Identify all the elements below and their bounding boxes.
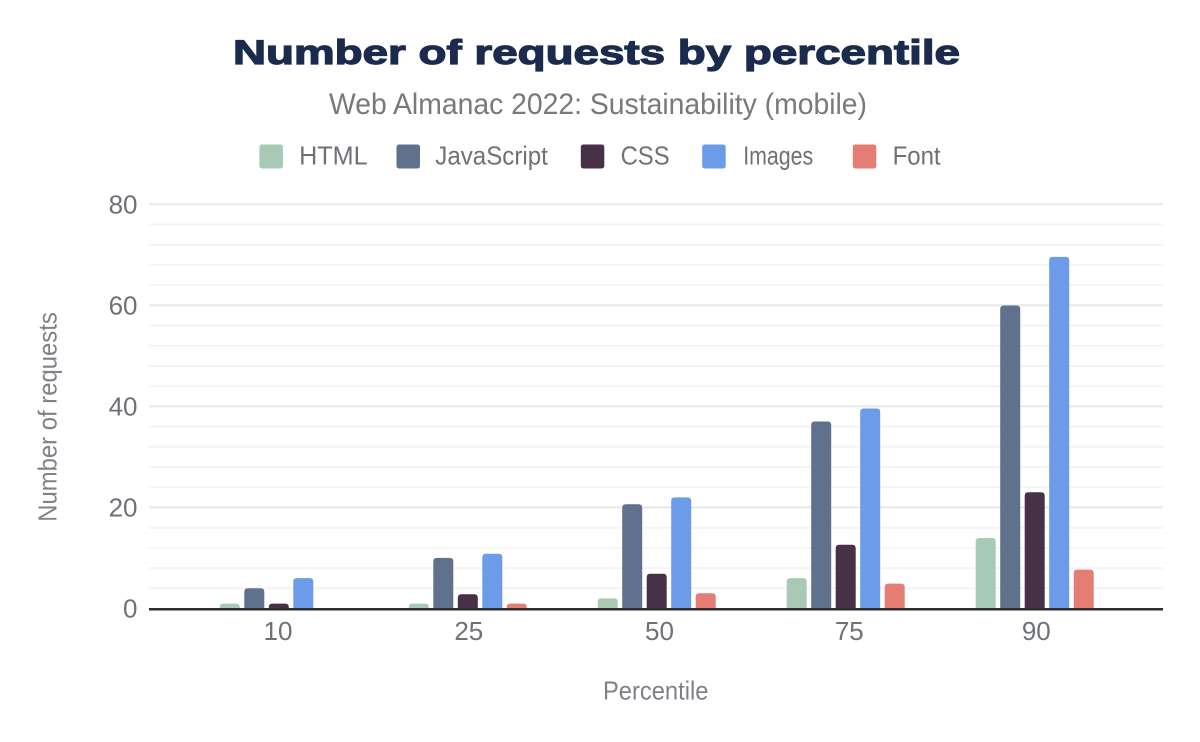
svg-text:60: 60 [109,290,138,320]
svg-text:50: 50 [645,616,674,646]
svg-text:20: 20 [109,492,138,522]
svg-text:Number of requests: Number of requests [32,312,62,522]
svg-text:JavaScript: JavaScript [435,141,548,171]
svg-text:0: 0 [123,594,137,624]
svg-text:HTML: HTML [299,141,368,171]
svg-text:CSS: CSS [621,141,670,171]
svg-text:Font: Font [893,141,942,171]
svg-text:10: 10 [264,616,293,646]
svg-text:90: 90 [1022,616,1051,646]
svg-text:Percentile: Percentile [603,675,709,705]
svg-text:75: 75 [835,616,864,646]
svg-text:25: 25 [454,616,483,646]
svg-text:Web Almanac 2022: Sustainabili: Web Almanac 2022: Sustainability (mobile… [329,88,867,121]
svg-text:40: 40 [109,391,138,421]
svg-text:80: 80 [109,189,138,219]
svg-text:Images: Images [743,141,813,171]
svg-text:Number of requests by percenti: Number of requests by percentile [233,34,960,72]
